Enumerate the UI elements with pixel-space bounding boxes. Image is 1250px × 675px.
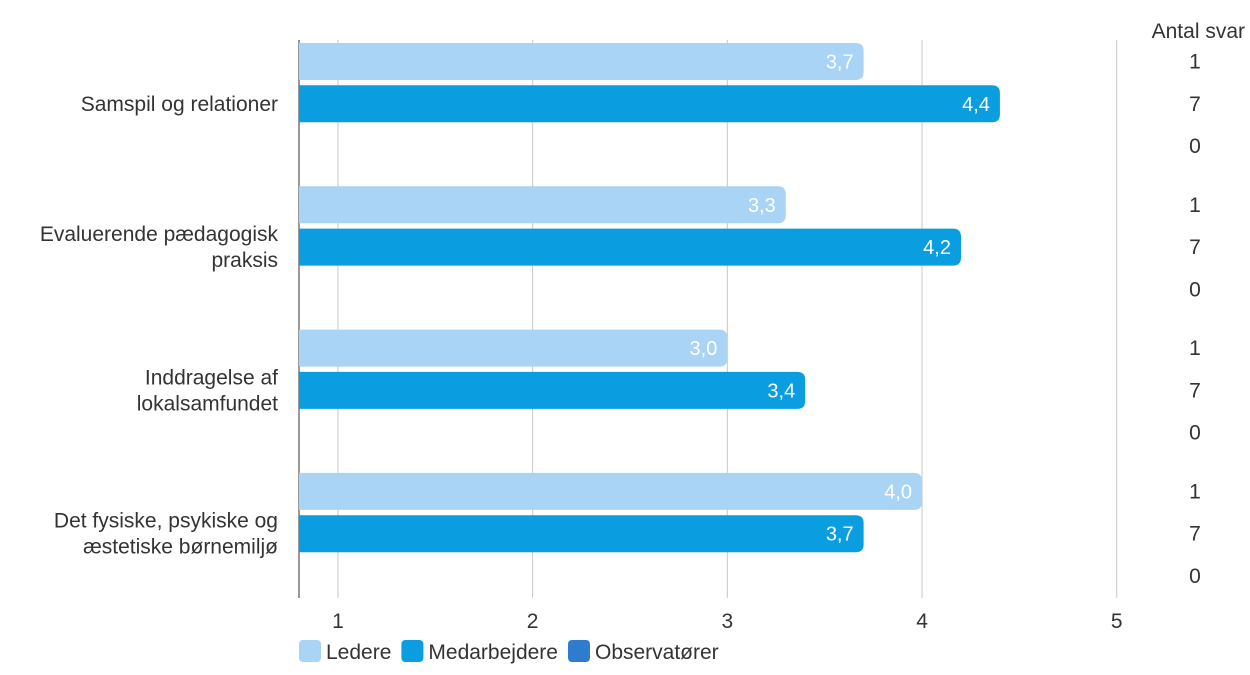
legend-swatch-observatører — [567, 640, 590, 662]
response-count: 7 — [1189, 523, 1201, 546]
legend-label-observatører: Observatører — [595, 641, 719, 664]
legend-swatch-medarbejdere — [401, 640, 424, 662]
response-count: 7 — [1189, 379, 1201, 402]
response-count: 1 — [1189, 194, 1201, 217]
response-count: 7 — [1189, 236, 1201, 259]
category-label: praksis — [211, 249, 278, 272]
bar-value-label: 3,7 — [826, 524, 854, 546]
x-tick-label-4: 4 — [916, 610, 928, 633]
bar-value-label: 4,2 — [923, 237, 951, 259]
x-tick-label-5: 5 — [1111, 610, 1123, 633]
bar-value-label: 4,0 — [884, 481, 912, 503]
gridlines — [298, 40, 1118, 598]
bar-medarbejdere-2 — [299, 371, 806, 409]
x-tick-label-1: 1 — [332, 610, 344, 633]
bar-medarbejdere-3 — [299, 515, 864, 553]
category-label: Inddragelse af — [145, 366, 278, 389]
legend: Ledere Medarbejdere Observatører — [299, 640, 719, 664]
legend-label-ledere: Ledere — [326, 641, 391, 664]
bar-ledere-1 — [299, 186, 786, 224]
x-tick-label-2: 2 — [527, 610, 539, 633]
bar-medarbejdere-1 — [299, 228, 961, 266]
bar-medarbejdere-0 — [299, 85, 1000, 123]
bar-ledere-3 — [299, 472, 923, 510]
x-tick-label-3: 3 — [721, 610, 733, 633]
bar-value-label: 3,4 — [767, 380, 795, 402]
category-label: Det fysiske, psykiske og — [54, 510, 278, 533]
count-header: Antal svar — [1152, 20, 1245, 43]
response-count: 1 — [1189, 480, 1201, 503]
category-label: lokalsamfundet — [137, 392, 278, 415]
bar-value-label: 3,3 — [748, 195, 776, 217]
bar-ledere-2 — [299, 329, 728, 367]
bar-value-label: 4,4 — [962, 94, 990, 116]
response-count: 0 — [1189, 278, 1201, 301]
category-label: Samspil og relationer — [81, 93, 278, 116]
category-label: Evaluerende pædagogisk — [40, 223, 279, 246]
response-count: 1 — [1189, 337, 1201, 360]
labels: 1 2 3 4 5 Antal svar 3,7 1 4,4 7 0 Samspil og relat… — [40, 20, 1245, 633]
response-count: 0 — [1189, 565, 1201, 588]
response-count: 0 — [1189, 135, 1201, 158]
response-count: 0 — [1189, 422, 1201, 445]
bar-value-label: 3,0 — [690, 338, 718, 360]
legend-label-medarbejdere: Medarbejdere — [428, 641, 558, 664]
response-count: 7 — [1189, 93, 1201, 116]
bar-value-label: 3,7 — [826, 52, 854, 74]
bars — [299, 43, 1000, 553]
legend-swatch-ledere — [299, 640, 321, 662]
category-label: æstetiske børnemiljø — [83, 536, 278, 559]
response-count: 1 — [1189, 51, 1201, 74]
bar-ledere-0 — [299, 43, 864, 80]
